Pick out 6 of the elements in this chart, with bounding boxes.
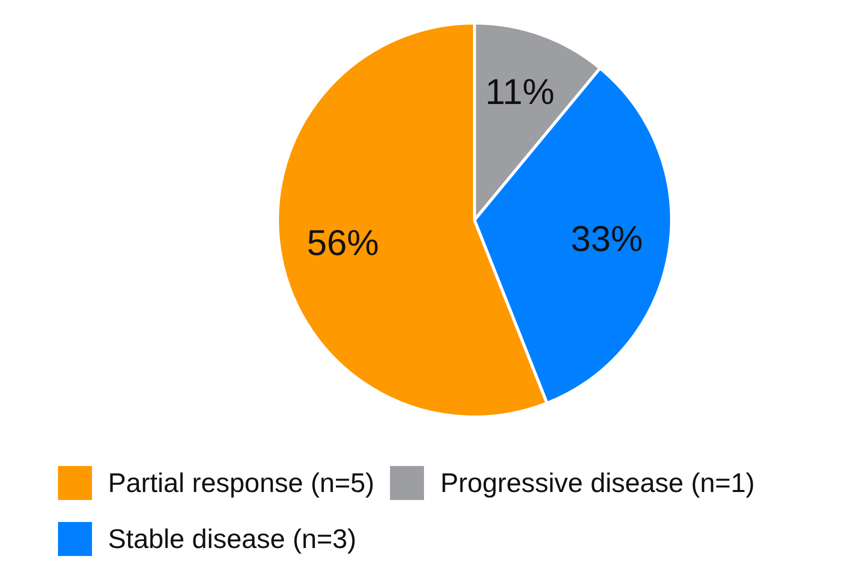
data-label: 33% <box>570 218 643 259</box>
legend-label: Progressive disease (n=1) <box>440 468 755 498</box>
data-label: 11% <box>485 70 555 112</box>
legend-label: Partial response (n=5) <box>108 468 374 498</box>
data-label: 56% <box>306 222 379 264</box>
legend-label: Stable disease (n=3) <box>108 524 356 554</box>
